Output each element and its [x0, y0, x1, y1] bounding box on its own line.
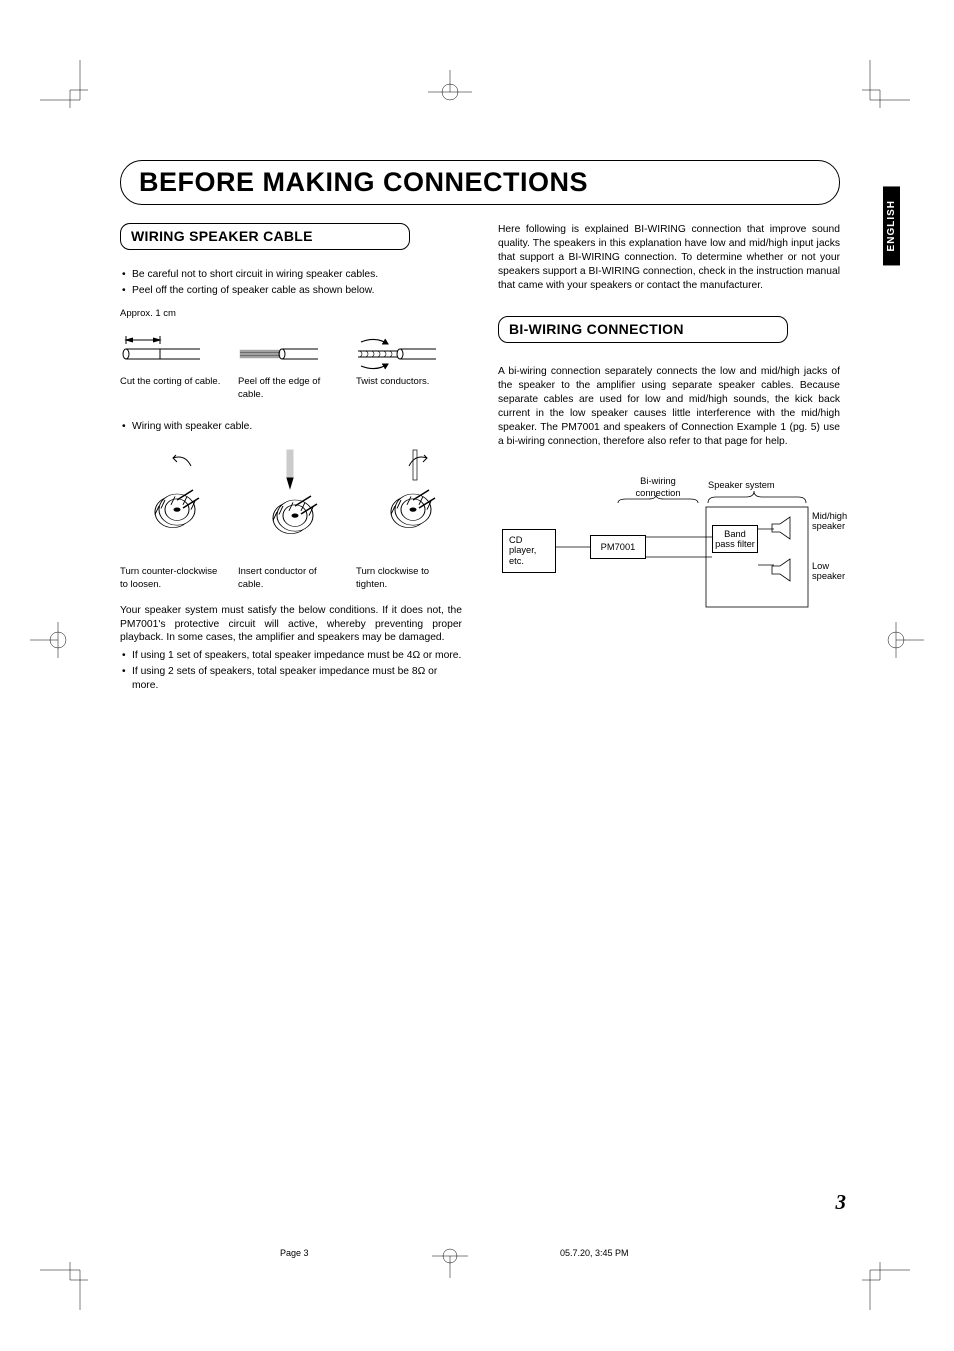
crop-mark-tr [860, 50, 920, 110]
cable-peel-icon [238, 334, 326, 370]
crop-mark-bl [30, 1260, 90, 1320]
diagram-label-mid: Mid/high speaker [812, 511, 862, 532]
terminal-insert-icon [251, 448, 331, 558]
terminal-caption: Turn counter-clockwise to loosen. [120, 566, 226, 592]
cable-step-3: Twist conductors. [356, 334, 462, 402]
approx-label: Approx. 1 cm [120, 308, 462, 321]
bullet-dot: • [122, 665, 132, 693]
crop-mark-right-center [874, 620, 924, 660]
bullet-item: • If using 2 sets of speakers, total spe… [120, 665, 462, 693]
crop-mark-left-center [30, 620, 80, 660]
bullet-item: • Wiring with speaker cable. [120, 420, 462, 434]
biwiring-paragraph: A bi-wiring connection separately connec… [498, 365, 840, 448]
terminal-step-3: Turn clockwise to tighten. [356, 448, 462, 592]
right-column: Here following is explained BI-WIRING co… [498, 223, 840, 695]
left-column: WIRING SPEAKER CABLE • Be careful not to… [120, 223, 462, 695]
crop-mark-tl [30, 50, 90, 110]
bullet-dot: • [122, 268, 132, 282]
speaker-mid-icon [768, 515, 798, 541]
columns: WIRING SPEAKER CABLE • Be careful not to… [120, 223, 840, 695]
section-heading-biwiring: BI-WIRING CONNECTION [498, 316, 788, 343]
page-content: BEFORE MAKING CONNECTIONS WIRING SPEAKER… [120, 160, 840, 695]
main-title: BEFORE MAKING CONNECTIONS [139, 167, 821, 198]
bullet-text: If using 1 set of speakers, total speake… [132, 649, 462, 663]
terminal-loosen-icon [133, 448, 213, 558]
cable-twist-icon [356, 334, 444, 370]
bullet-text: Wiring with speaker cable. [132, 420, 462, 434]
bullet-text: Be careful not to short circuit in wirin… [132, 268, 462, 282]
bullet-dot: • [122, 284, 132, 298]
diagram-box-amp: PM7001 [590, 535, 646, 560]
crop-mark-bottom-center [420, 1238, 480, 1278]
terminal-step-1: Turn counter-clockwise to loosen. [120, 448, 226, 592]
bullet-item: • Be careful not to short circuit in wir… [120, 268, 462, 282]
cable-step-1: Cut the corting of cable. [120, 334, 226, 402]
cable-caption: Peel off the edge of cable. [238, 376, 344, 402]
cable-caption: Twist conductors. [356, 376, 462, 389]
connection-diagram: Bi-wiring connection Speaker system [498, 479, 840, 629]
bullet-dot: • [122, 420, 132, 434]
bullet-text: Peel off the corting of speaker cable as… [132, 284, 462, 298]
terminal-tighten-icon [369, 448, 449, 558]
language-tab: ENGLISH [883, 186, 900, 265]
terminal-step-2: Insert conductor of cable. [238, 448, 344, 592]
bullet-text: If using 2 sets of speakers, total speak… [132, 665, 462, 693]
diagram-box-filter: Band pass filter [712, 525, 758, 553]
bullet-item: • If using 1 set of speakers, total spea… [120, 649, 462, 663]
cable-caption: Cut the corting of cable. [120, 376, 226, 389]
intro-paragraph: Here following is explained BI-WIRING co… [498, 223, 840, 292]
footer-timestamp: 05.7.20, 3:45 PM [560, 1248, 629, 1258]
speaker-low-icon [768, 557, 798, 583]
footer-page: Page 3 [280, 1248, 309, 1258]
terminal-caption: Turn clockwise to tighten. [356, 566, 462, 592]
diagram-box-cd: CD player, etc. [502, 529, 556, 573]
terminal-illustration-row: Turn counter-clockwise to loosen. [120, 448, 462, 592]
main-title-container: BEFORE MAKING CONNECTIONS [120, 160, 840, 205]
terminal-caption: Insert conductor of cable. [238, 566, 344, 592]
crop-mark-br [860, 1260, 920, 1320]
bullet-dot: • [122, 649, 132, 663]
bullet-item: • Peel off the corting of speaker cable … [120, 284, 462, 298]
crop-mark-top-center [410, 70, 490, 110]
cable-illustration-row: Cut the corting of cable. Peel off the e… [120, 334, 462, 402]
conditions-paragraph: Your speaker system must satisfy the bel… [120, 604, 462, 646]
page-number: 3 [836, 1190, 847, 1215]
cable-cut-icon [120, 334, 208, 370]
section-heading-wiring: WIRING SPEAKER CABLE [120, 223, 410, 250]
cable-step-2: Peel off the edge of cable. [238, 334, 344, 402]
diagram-label-low: Low speaker [812, 561, 862, 582]
